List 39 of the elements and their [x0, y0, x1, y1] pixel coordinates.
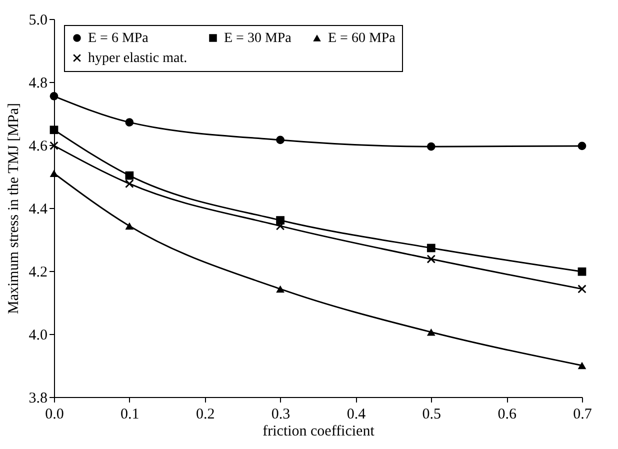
- x-axis-title: friction coefficient: [262, 424, 376, 440]
- x-tick-label: 0.6: [498, 406, 517, 422]
- point: [50, 92, 58, 100]
- legend-label: E = 60 MPa: [328, 31, 396, 46]
- y-tick-label: 5.0: [28, 12, 48, 28]
- x-tick-label: 0.0: [45, 406, 64, 422]
- y-tick-label: 4.8: [28, 76, 48, 92]
- x-tick-label: 0.4: [346, 406, 366, 422]
- point: [125, 171, 134, 180]
- point: [125, 180, 134, 188]
- x-tick-label: 0.1: [120, 406, 140, 422]
- x-tick-label: 0.3: [271, 406, 290, 422]
- point: [426, 254, 436, 264]
- point: [125, 118, 134, 126]
- point: [50, 170, 58, 177]
- legend-label: E = 30 MPa: [224, 31, 292, 46]
- y-tick-label: 4.6: [28, 138, 48, 154]
- y-tick-label: 4.4: [28, 202, 48, 218]
- point: [578, 267, 586, 276]
- point: [578, 284, 586, 294]
- y-tick-label: 4.2: [28, 264, 48, 280]
- legend-label: E = 6 MPa: [88, 31, 150, 46]
- point: [578, 362, 586, 370]
- point: [426, 244, 436, 252]
- y-tick-label: 4.0: [28, 328, 48, 344]
- point: [276, 136, 284, 144]
- point: [276, 285, 284, 293]
- point: [50, 126, 58, 134]
- point: [578, 142, 586, 150]
- x-tick-label: 0.2: [196, 406, 215, 422]
- y-tick-label: 3.8: [28, 390, 48, 406]
- x-tick-label: 0.7: [573, 406, 592, 422]
- y-axis-title: Maximum stress in the TMJ [MPa]: [6, 103, 22, 314]
- point: [426, 142, 436, 151]
- point: [276, 222, 284, 230]
- x-tick-label: 0.5: [422, 406, 442, 422]
- point: [125, 222, 134, 230]
- point: [426, 328, 436, 336]
- legend-label: hyper elastic mat.: [88, 51, 188, 66]
